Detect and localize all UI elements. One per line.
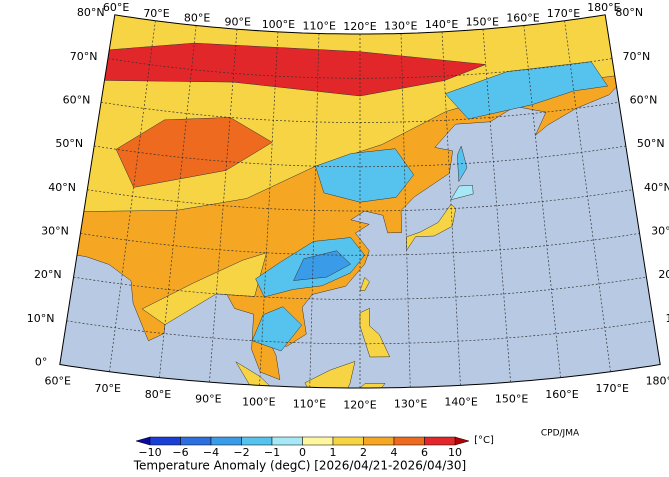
japan [406,203,457,251]
south-asia [141,252,267,325]
colorbar-swatch [210,436,242,446]
lon-label-top: 130°E [384,20,417,33]
lat-label-right: 80°N [615,6,643,19]
philippines [359,307,391,358]
colorbar-title: Temperature Anomaly (degC) [2026/04/21-2… [133,459,466,473]
lon-label-top: 110°E [302,20,335,33]
lat-label-right: 50°N [637,137,665,150]
china-cold [293,250,352,281]
colorbar-label: 4 [391,446,398,459]
colorbar-label: −10 [138,446,161,459]
graticule [66,20,654,388]
lon-label-bottom: 110°E [293,398,326,411]
lon-label-top: 70°E [143,7,169,20]
very-hot-region [104,42,486,97]
parallel [87,189,633,212]
sulawesi [354,383,386,389]
meridian [400,33,411,388]
lon-label-top: 150°E [466,15,499,28]
parallel [100,101,620,123]
lon-label-top: 80°E [184,12,210,25]
lon-label-top: 140°E [425,18,458,31]
lon-label-top: 160°E [506,12,539,25]
lon-label-bottom: 100°E [242,396,275,409]
colorbar-swatch [424,436,456,446]
lat-label-right: 30°N [651,225,669,238]
lat-label-left: 10°N [27,312,55,325]
colorbar-swatch [363,436,395,446]
taiwan [359,276,370,291]
colorbar-label: 6 [421,446,428,459]
lon-label-bottom: 60°E [44,375,70,388]
meridian [159,25,197,378]
borneo [304,361,356,389]
lon-label-top: 60°E [103,1,129,14]
indochina-cool [251,306,303,352]
colorbar-swatch [393,436,425,446]
lat-label-left: 70°N [70,50,98,63]
lat-label-right: 40°N [644,181,669,194]
colorbar-swatch [332,436,364,446]
lon-label-top: 100°E [262,18,295,31]
lon-label-top: 180°E [587,1,620,14]
lon-label-bottom: 70°E [95,382,121,395]
lon-label-bottom: 120°E [343,398,376,411]
colorbar-high [454,436,470,446]
lat-label-left: 20°N [34,268,62,281]
lon-label-bottom: 150°E [495,392,528,405]
lat-label-left: 30°N [41,225,69,238]
meridian [259,31,279,386]
colorbar-swatch [149,436,181,446]
meridian [482,29,511,383]
parallel [80,233,640,256]
colorbar-swatch [241,436,273,446]
meridian [564,20,611,372]
lat-label-right: 10°N [665,312,669,325]
colorbar-label: 1 [330,446,337,459]
lat-label-left: 50°N [55,137,83,150]
colorbar-label: −1 [264,446,280,459]
parallel [94,145,626,168]
colorbar-swatch [271,436,303,446]
lat-label-left: 40°N [48,181,76,194]
colorbar-swatch [180,436,212,446]
colorbar-label: 10 [448,446,462,459]
hokkaido [450,184,474,201]
credit: CPD/JMA [541,429,580,439]
map-area [59,14,661,389]
lon-label-top: 120°E [343,20,376,33]
colorbar-unit: [°C] [474,435,494,446]
lat-label-left: 0° [35,356,48,369]
colorbar-swatch [302,436,334,446]
lat-label-left: 60°N [63,94,91,107]
colorbar-label: 2 [360,446,367,459]
lat-label-right: 60°N [630,94,658,107]
siberia-cool [444,61,609,120]
lat-label-right: 70°N [623,50,651,63]
colorbar-low [135,436,151,446]
lat-label-left: 80°N [77,6,105,19]
lon-label-bottom: 80°E [145,388,171,401]
colorbar-label: −2 [233,446,249,459]
parallel [107,58,613,79]
map-outline [59,14,661,389]
lat-label-right: 20°N [658,268,669,281]
colorbar-label: −6 [172,446,188,459]
lon-label-bottom: 130°E [394,398,427,411]
lon-label-bottom: 170°E [595,382,628,395]
colorbar-label: 0 [299,446,306,459]
lon-label-bottom: 90°E [195,392,221,405]
lon-label-bottom: 180°E [646,375,669,388]
colorbar-label: −4 [203,446,219,459]
lon-label-top: 170°E [547,7,580,20]
lon-label-bottom: 160°E [545,388,578,401]
lon-label-bottom: 140°E [444,396,477,409]
lon-label-top: 90°E [224,15,250,28]
